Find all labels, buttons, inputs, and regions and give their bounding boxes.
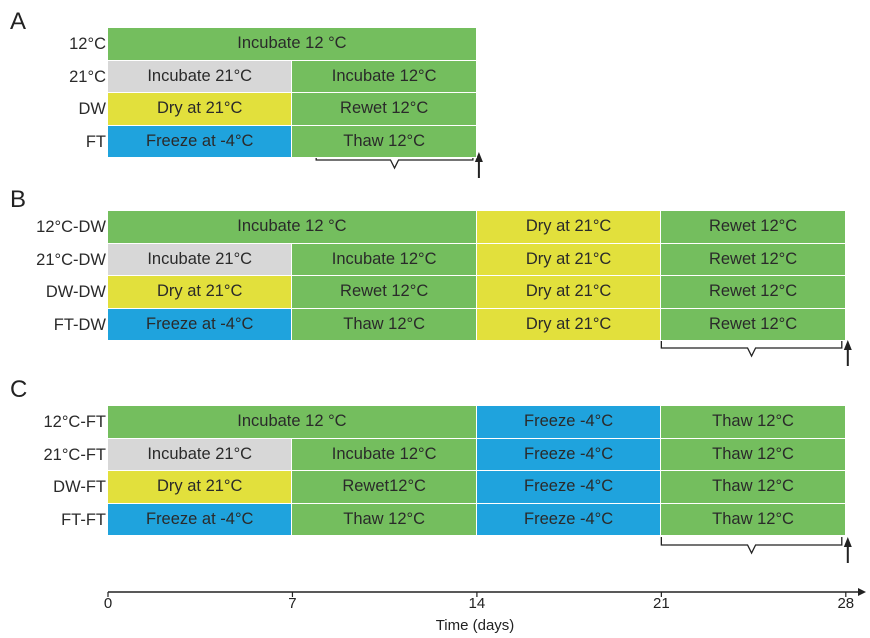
treatment-segment: Freeze -4°C <box>476 503 662 536</box>
x-axis-tick-label: 7 <box>288 595 297 612</box>
treatment-segment: Incubate 12 °C <box>108 406 477 439</box>
row-label: DW-FT <box>53 478 106 496</box>
treatment-segment: Incubate 21°C <box>108 243 293 276</box>
row-label: 12°C <box>69 35 106 53</box>
treatment-segment: Dry at 21°C <box>476 308 662 341</box>
panel-b-letter: B <box>10 186 27 213</box>
treatment-segment: Thaw 12°C <box>661 471 846 504</box>
treatment-segment: Incubate 12°C <box>292 243 477 276</box>
panel-a-letter: A <box>10 8 27 35</box>
treatment-segment: Dry at 21°C <box>108 93 293 126</box>
row-label: FT <box>85 132 106 151</box>
row-label: 12°C-DW <box>36 218 106 236</box>
row-label: 12°C-FT <box>43 413 106 431</box>
x-axis-tick-label: 0 <box>103 595 113 612</box>
treatment-segment: Incubate 21°C <box>108 438 293 471</box>
panel-c-bracket <box>660 537 843 555</box>
treatment-segment: Freeze -4°C <box>476 406 662 439</box>
treatment-segment: Incubate 12 °C <box>108 28 477 61</box>
row-label: 21°C <box>69 67 106 86</box>
panel-c-sampling-arrow <box>843 537 852 563</box>
treatment-segment: Thaw 12°C <box>292 503 477 536</box>
treatment-segment: Incubate 12°C <box>292 60 477 93</box>
treatment-segment: Rewet 12°C <box>292 93 477 126</box>
treatment-segment: Dry at 21°C <box>108 276 293 309</box>
treatment-segment: Freeze at -4°C <box>108 125 293 158</box>
panel-a-bracket <box>315 152 474 170</box>
row-label: FT-FT <box>61 510 106 529</box>
treatment-segment: Thaw 12°C <box>292 308 477 341</box>
treatment-segment: Dry at 21°C <box>476 243 662 276</box>
treatment-segment: Dry at 21°C <box>108 471 293 504</box>
treatment-segment: Dry at 21°C <box>476 276 662 309</box>
treatment-segment: Thaw 12°C <box>661 406 846 439</box>
treatment-segment: Incubate 21°C <box>108 60 293 93</box>
treatment-segment: Thaw 12°C <box>661 503 846 536</box>
treatment-segment: Thaw 12°C <box>292 125 477 158</box>
row-label: 21°C-FT <box>43 445 106 464</box>
panel-a-sampling-arrow <box>474 152 483 178</box>
row-label: 21°C-DW <box>36 250 106 269</box>
panel-c-letter: C <box>10 376 28 403</box>
treatment-segment: Freeze at -4°C <box>108 308 293 341</box>
treatment-segment: Freeze -4°C <box>476 471 662 504</box>
row-label: FT-DW <box>53 315 106 334</box>
treatment-segment: Rewet 12°C <box>661 243 846 276</box>
x-axis-tick-label: 28 <box>837 595 855 612</box>
treatment-segment: Freeze at -4°C <box>108 503 293 536</box>
row-label: DW-DW <box>45 283 106 301</box>
treatment-segment: Incubate 12°C <box>292 438 477 471</box>
treatment-segment: Incubate 12 °C <box>108 211 477 244</box>
x-axis-tick-label: 14 <box>468 595 486 612</box>
panel-b-bracket <box>660 340 843 358</box>
treatment-segment: Rewet 12°C <box>661 276 846 309</box>
treatment-segment: Rewet 12°C <box>661 308 846 341</box>
treatment-segment: Rewet 12°C <box>292 276 477 309</box>
treatment-segment: Rewet 12°C <box>661 211 846 244</box>
time-axis-arrowhead <box>858 588 866 596</box>
x-axis-tick-label: 21 <box>653 595 670 612</box>
row-label: DW <box>78 100 107 118</box>
panel-b-sampling-arrow <box>843 340 852 366</box>
x-axis-title: Time (days) <box>435 617 515 634</box>
treatment-segment: Rewet12°C <box>292 471 477 504</box>
treatment-segment: Thaw 12°C <box>661 438 846 471</box>
treatment-segment: Dry at 21°C <box>476 211 662 244</box>
treatment-segment: Freeze -4°C <box>476 438 662 471</box>
